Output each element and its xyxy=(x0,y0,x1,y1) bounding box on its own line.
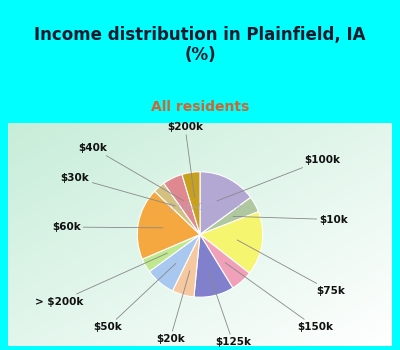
Wedge shape xyxy=(200,234,249,288)
Text: > $200k: > $200k xyxy=(35,253,167,307)
Wedge shape xyxy=(154,183,200,234)
Text: ⓘ City-Data.com: ⓘ City-Data.com xyxy=(169,203,241,212)
Text: $150k: $150k xyxy=(225,262,333,332)
Text: $20k: $20k xyxy=(156,271,190,344)
Text: $50k: $50k xyxy=(94,263,176,332)
Text: $200k: $200k xyxy=(167,122,203,197)
Text: $75k: $75k xyxy=(237,240,345,296)
Wedge shape xyxy=(200,172,251,234)
Text: $30k: $30k xyxy=(61,173,175,206)
Wedge shape xyxy=(194,234,233,297)
Wedge shape xyxy=(142,234,200,272)
Wedge shape xyxy=(149,234,200,291)
Text: All residents: All residents xyxy=(151,100,249,114)
Text: $40k: $40k xyxy=(78,143,184,201)
Wedge shape xyxy=(200,197,258,234)
Wedge shape xyxy=(182,172,200,234)
Wedge shape xyxy=(200,212,263,273)
Text: $100k: $100k xyxy=(217,155,340,201)
Wedge shape xyxy=(164,174,200,235)
Text: Income distribution in Plainfield, IA
(%): Income distribution in Plainfield, IA (%… xyxy=(34,26,366,64)
Text: $125k: $125k xyxy=(208,271,251,347)
Wedge shape xyxy=(172,234,200,297)
Text: $60k: $60k xyxy=(52,222,163,232)
Text: $10k: $10k xyxy=(233,215,348,225)
Wedge shape xyxy=(137,191,200,259)
